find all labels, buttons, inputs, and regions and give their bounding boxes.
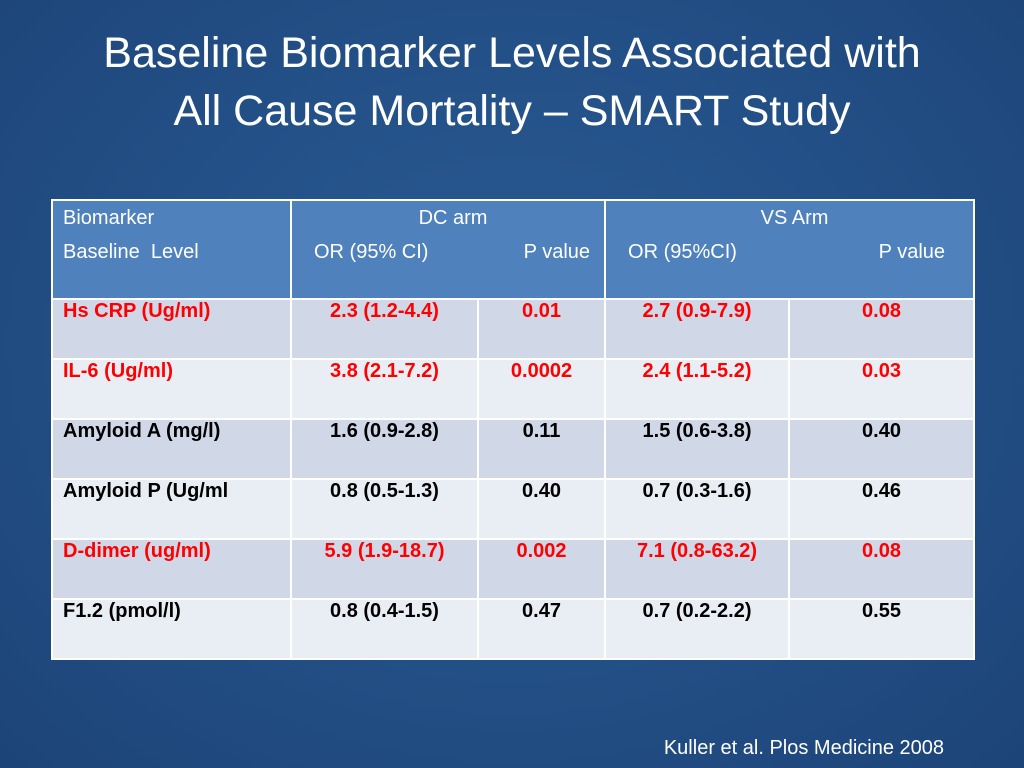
cell-biomarker: Amyloid P (Ug/ml (51, 478, 292, 540)
cell-vs-p: 0.40 (788, 418, 976, 480)
cell-dc-p: 0.47 (476, 598, 607, 660)
cell-biomarker: Hs CRP (Ug/ml) (51, 298, 292, 360)
slide-title: Baseline Biomarker Levels Associated wit… (0, 24, 1024, 140)
cell-biomarker: Amyloid A (mg/l) (51, 418, 292, 480)
cell-dc-or: 2.3 (1.2-4.4) (290, 298, 479, 360)
cell-vs-or: 7.1 (0.8-63.2) (604, 538, 791, 600)
biomarker-table: Biomarker Baseline Level DC arm OR (95% … (51, 199, 976, 660)
cell-vs-p: 0.03 (788, 358, 976, 420)
header-baseline-level-label: Baseline Level (63, 241, 199, 263)
cell-biomarker: D-dimer (ug/ml) (51, 538, 292, 600)
cell-vs-or: 0.7 (0.3-1.6) (604, 478, 791, 540)
header-vs-p-label: P value (878, 241, 946, 263)
cell-dc-or: 5.9 (1.9-18.7) (290, 538, 479, 600)
table-row: Hs CRP (Ug/ml) 2.3 (1.2-4.4) 0.01 2.7 (0… (51, 298, 976, 360)
table-row: IL-6 (Ug/ml) 3.8 (2.1-7.2) 0.0002 2.4 (1… (51, 358, 976, 420)
cell-dc-p: 0.0002 (476, 358, 607, 420)
cell-vs-or: 1.5 (0.6-3.8) (604, 418, 791, 480)
table-header-row: Biomarker Baseline Level DC arm OR (95% … (51, 199, 976, 300)
slide-title-line-2: All Cause Mortality – SMART Study (173, 87, 851, 135)
header-biomarker: Biomarker Baseline Level (51, 199, 292, 300)
table-row: Amyloid A (mg/l) 1.6 (0.9-2.8) 0.11 1.5 … (51, 418, 976, 480)
cell-dc-p: 0.40 (476, 478, 607, 540)
table-body: Hs CRP (Ug/ml) 2.3 (1.2-4.4) 0.01 2.7 (0… (51, 298, 976, 660)
cell-vs-or: 2.4 (1.1-5.2) (604, 358, 791, 420)
cell-biomarker: F1.2 (pmol/l) (51, 598, 292, 660)
header-vs-arm-label: VS Arm (760, 207, 829, 229)
table-row: Amyloid P (Ug/ml 0.8 (0.5-1.3) 0.40 0.7 … (51, 478, 976, 540)
cell-vs-p: 0.08 (788, 538, 976, 600)
header-dc-arm: DC arm OR (95% CI) P value (289, 199, 607, 300)
header-biomarker-label: Biomarker (63, 207, 155, 229)
cell-biomarker: IL-6 (Ug/ml) (51, 358, 292, 420)
cell-vs-p: 0.46 (788, 478, 976, 540)
header-dc-or-label: OR (95% CI) (314, 241, 429, 263)
cell-dc-p: 0.11 (476, 418, 607, 480)
cell-dc-or: 0.8 (0.5-1.3) (290, 478, 479, 540)
cell-dc-or: 3.8 (2.1-7.2) (290, 358, 479, 420)
cell-dc-p: 0.01 (476, 298, 607, 360)
cell-dc-p: 0.002 (476, 538, 607, 600)
header-dc-p-label: P value (523, 241, 591, 263)
cell-dc-or: 1.6 (0.9-2.8) (290, 418, 479, 480)
table-row: F1.2 (pmol/l) 0.8 (0.4-1.5) 0.47 0.7 (0.… (51, 598, 976, 660)
cell-vs-p: 0.08 (788, 298, 976, 360)
cell-vs-or: 0.7 (0.2-2.2) (604, 598, 791, 660)
cell-dc-or: 0.8 (0.4-1.5) (290, 598, 479, 660)
header-vs-arm: VS Arm OR (95%CI) P value (604, 199, 976, 300)
header-vs-or-label: OR (95%CI) (628, 241, 737, 263)
cell-vs-p: 0.55 (788, 598, 976, 660)
slide-title-line-1: Baseline Biomarker Levels Associated wit… (103, 29, 921, 77)
table-row: D-dimer (ug/ml) 5.9 (1.9-18.7) 0.002 7.1… (51, 538, 976, 600)
cell-vs-or: 2.7 (0.9-7.9) (604, 298, 791, 360)
header-dc-arm-label: DC arm (418, 207, 488, 229)
citation: Kuller et al. Plos Medicine 2008 (663, 737, 944, 759)
